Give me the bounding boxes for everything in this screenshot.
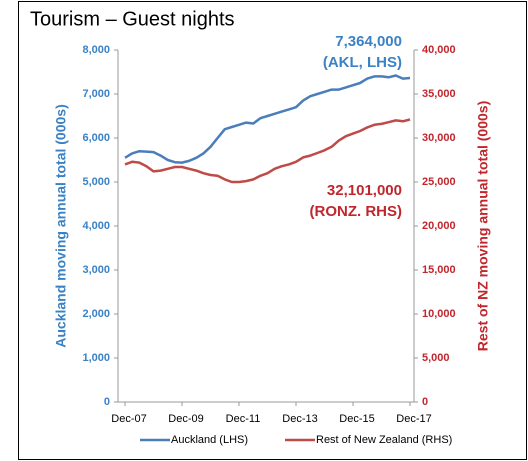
y2-axis-label: Rest of NZ moving annual total (000s) [475,101,491,351]
annotation: (RONZ. RHS) [310,203,403,220]
chart-title: Tourism – Guest nights [30,8,235,30]
y-tick-label: 2,000 [82,308,110,320]
y-tick-label: 1,000 [82,352,110,364]
line-series [124,74,411,164]
y2-tick-label: 40,000 [422,44,456,56]
x-tick-label: Dec-15 [339,413,374,425]
line-series [124,118,411,184]
y2-tick-label: 20,000 [422,220,456,232]
x-tick-label: Dec-13 [282,413,317,425]
x-tick-label: Dec-17 [396,413,431,425]
y-tick-label: 4,000 [82,220,110,232]
y2-tick-label: 15,000 [422,264,456,276]
frame [18,1,527,460]
y-tick-label: 0 [104,396,110,408]
y2-tick-label: 10,000 [422,308,456,320]
x-tick-label: Dec-09 [168,413,203,425]
y-tick-label: 7,000 [82,88,110,100]
x-tick-label: Dec-07 [111,413,146,425]
y2-tick-label: 30,000 [422,132,456,144]
y-tick-label: 6,000 [82,132,110,144]
y-axis-label: Auckland moving annual total (000s) [53,104,69,348]
y-tick-label: 5,000 [82,176,110,188]
y2-tick-label: 35,000 [422,88,456,100]
x-tick-label: Dec-11 [226,413,261,425]
annotation: 32,101,000 [327,182,402,199]
legend-label: Rest of New Zealand (RHS) [316,434,452,446]
y2-tick-label: 5,000 [422,352,450,364]
annotation: (AKL, LHS) [323,54,402,71]
annotation: 7,364,000 [335,33,402,50]
y-tick-label: 3,000 [82,264,110,276]
legend-label: Auckland (LHS) [171,434,248,446]
y-tick-label: 8,000 [82,44,110,56]
y2-tick-label: 0 [422,396,428,408]
y2-tick-label: 25,000 [422,176,456,188]
